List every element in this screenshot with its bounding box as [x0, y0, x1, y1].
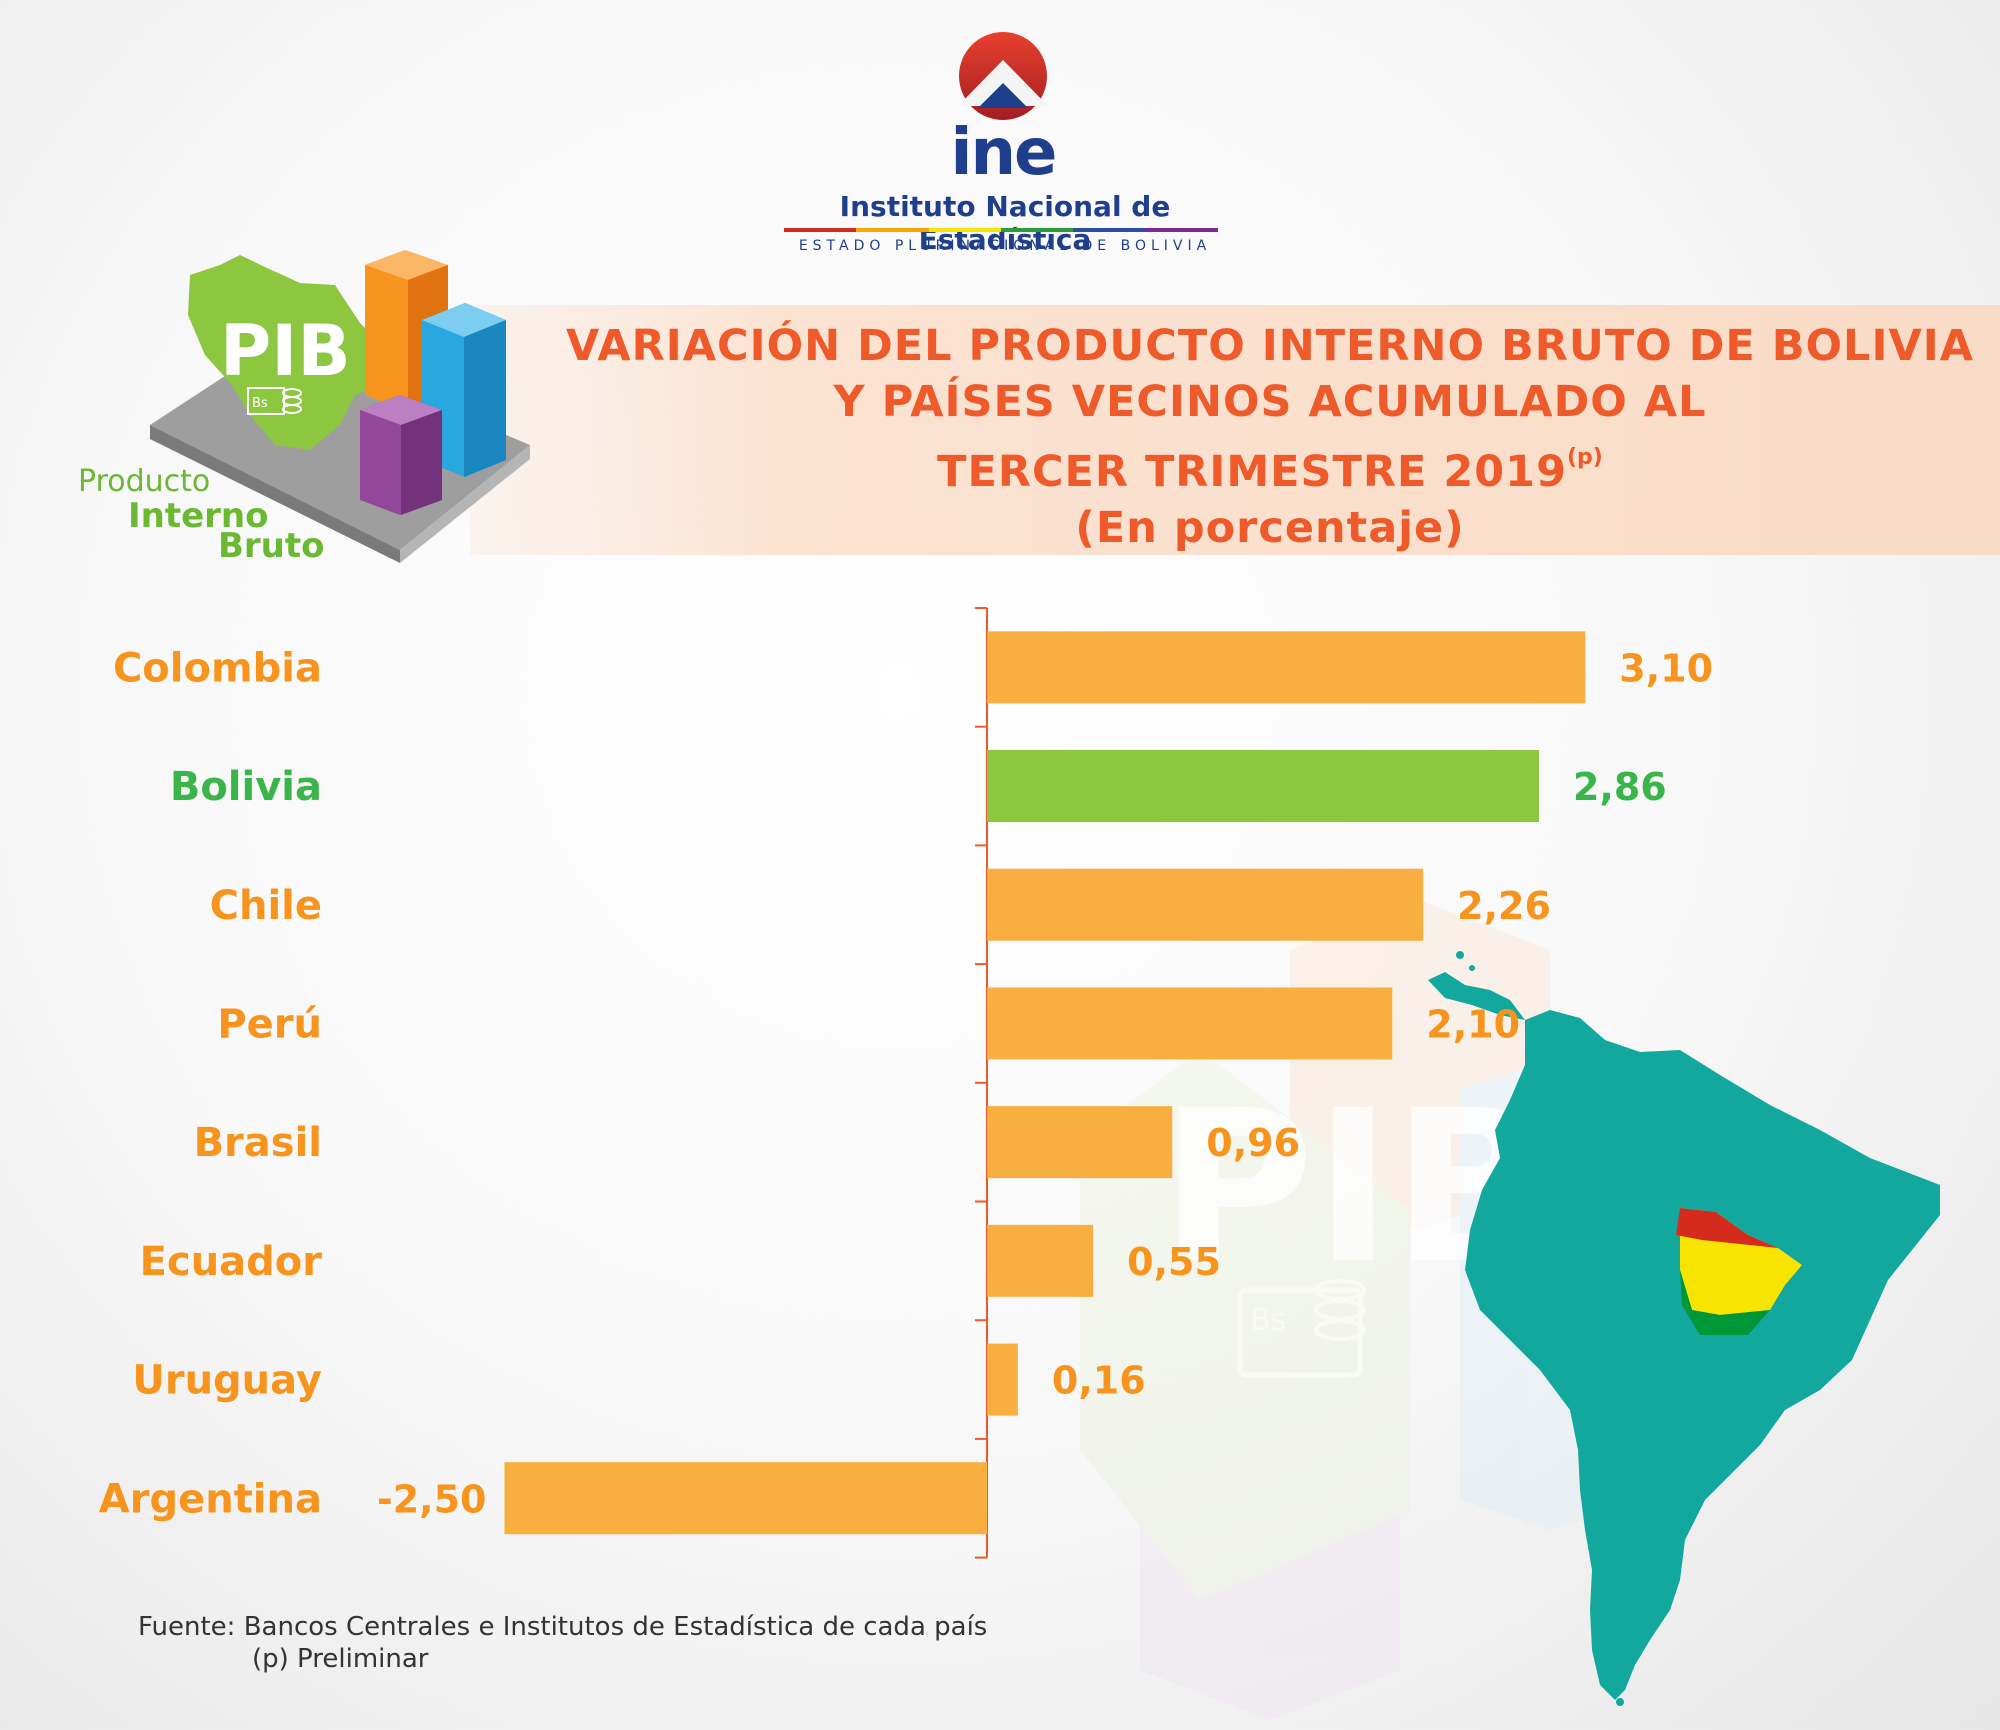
bar-perú: [987, 987, 1393, 1060]
category-label: Perú: [217, 1001, 322, 1047]
title-line-2: Y PAÍSES VECINOS ACUMULADO AL: [833, 377, 1707, 427]
title-line-3: TERCER TRIMESTRE 2019(p): [520, 430, 2000, 500]
preliminary-note: (p) Preliminar: [252, 1644, 429, 1674]
pib-caption-producto: Producto: [78, 464, 211, 499]
bar-argentina: [504, 1462, 987, 1535]
title-band: [470, 305, 2000, 555]
ine-logo-text: ine: [950, 116, 1058, 190]
bar-brasil: [987, 1106, 1173, 1179]
category-label: Ecuador: [140, 1239, 323, 1285]
pib-icon-bs: Bs: [252, 396, 268, 411]
bar-uruguay: [987, 1343, 1018, 1416]
data-label: 2,26: [1457, 884, 1551, 928]
ine-logo-mark-icon: [958, 32, 1048, 120]
category-label: Colombia: [113, 645, 322, 691]
data-label: 0,55: [1127, 1240, 1221, 1284]
pib-caption-interno: Interno: [128, 496, 269, 536]
logo-color-stripe: [784, 228, 1218, 232]
watermark-bs: Bs: [1250, 1303, 1286, 1338]
source-note: Fuente: Bancos Centrales e Institutos de…: [138, 1612, 988, 1642]
category-label: Argentina: [99, 1476, 322, 1522]
bar-colombia: [987, 631, 1586, 704]
data-label: -2,50: [377, 1477, 487, 1521]
data-label: 2,86: [1573, 765, 1667, 809]
institution-subtitle: ESTADO PLURINACIONAL DE BOLIVIA: [798, 238, 1212, 254]
title-preliminary-mark: (p): [1567, 445, 1603, 470]
category-label: Bolivia: [170, 764, 322, 810]
title-line-1: VARIACIÓN DEL PRODUCTO INTERNO BRUTO DE …: [565, 321, 1975, 371]
pib-bars-icon: PIB Bs: [150, 250, 530, 563]
bar-ecuador: [987, 1224, 1094, 1297]
data-label: 0,16: [1052, 1359, 1146, 1403]
south-america-map: PIB Bs: [1080, 900, 1940, 1720]
bar-chile: [987, 868, 1424, 941]
watermark-coins-icon: Bs: [1237, 1279, 1366, 1378]
pib-icon-label: PIB: [220, 310, 351, 392]
data-label: 3,10: [1619, 646, 1713, 690]
chart-title: VARIACIÓN DEL PRODUCTO INTERNO BRUTO DE …: [520, 318, 2000, 556]
data-label: 2,10: [1426, 1002, 1520, 1046]
bar-bolivia: [987, 750, 1539, 823]
category-label: Brasil: [194, 1120, 322, 1166]
data-label: 0,96: [1206, 1121, 1300, 1165]
title-line-4: (En porcentaje): [1075, 503, 1465, 553]
title-line-3-text: TERCER TRIMESTRE 2019: [937, 447, 1567, 497]
category-label: Uruguay: [132, 1358, 322, 1404]
pib-caption-bruto: Bruto: [218, 526, 325, 566]
category-label: Chile: [210, 883, 322, 929]
